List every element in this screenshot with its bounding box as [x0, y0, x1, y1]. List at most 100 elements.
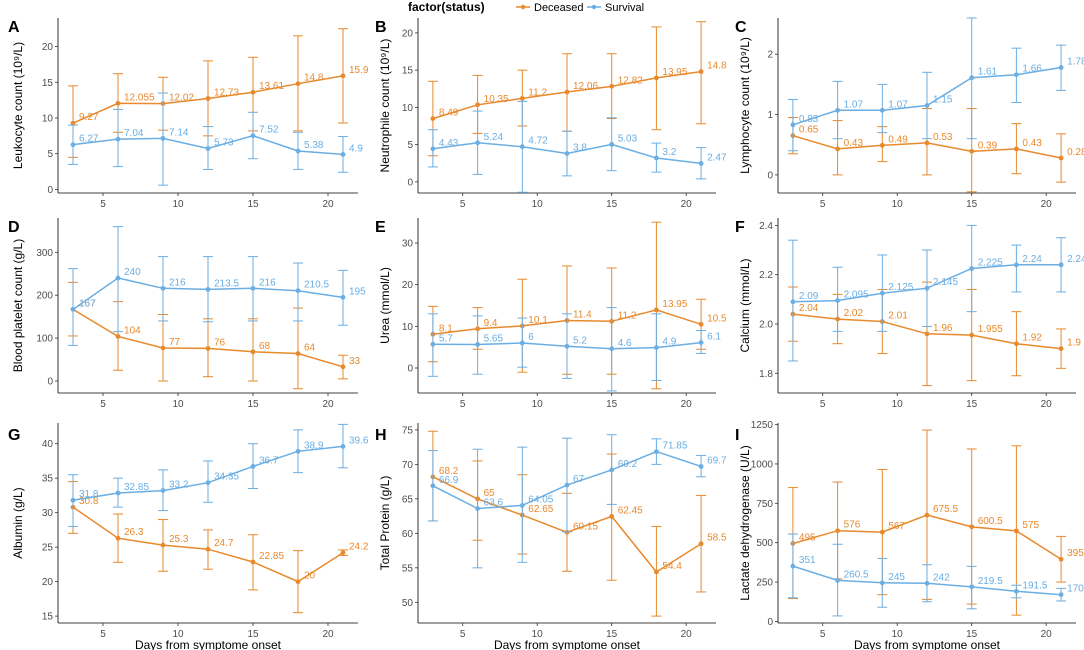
- data-label: 14.8: [707, 61, 727, 72]
- y-axis-label: Total Protein (g/L): [378, 476, 392, 571]
- data-point: [70, 306, 76, 312]
- series-survival: 2.09 2.095 2.125 2.145 2.225 2.24 2.24: [787, 224, 1084, 362]
- data-point: [475, 506, 480, 511]
- data-label: 0.43: [844, 138, 864, 149]
- data-label: 12.02: [169, 93, 194, 104]
- data-label: 69.7: [707, 455, 727, 466]
- data-point: [340, 364, 346, 370]
- series-deceased: 30.8 26.3 25.3 24.7 22.85 20 24.2: [68, 481, 369, 614]
- data-label: 2.02: [844, 308, 864, 319]
- data-point: [924, 331, 930, 337]
- data-label: 9.4: [484, 318, 498, 329]
- data-label: 1.955: [978, 324, 1003, 335]
- data-label: 33: [349, 356, 361, 367]
- x-tick-label: 5: [820, 199, 826, 210]
- x-tick-label: 15: [247, 629, 259, 640]
- data-point: [698, 321, 704, 327]
- data-point: [250, 285, 256, 291]
- data-label: 4.6: [618, 338, 632, 349]
- data-label: 4.9: [662, 337, 676, 348]
- y-axis-label: Urea (mmol/L): [378, 267, 392, 344]
- data-label: 242: [933, 572, 950, 583]
- x-tick-label: 10: [892, 399, 904, 410]
- y-tick-label: 2: [767, 50, 773, 61]
- data-point: [475, 342, 480, 347]
- y-tick-label: 35: [42, 474, 54, 485]
- data-label: 2.47: [707, 152, 727, 163]
- y-tick-label: 10: [402, 322, 414, 333]
- series-deceased: 9.27 12.055 12.02 12.73 13.61 14.8 15.9: [68, 28, 369, 158]
- panel-b: B 0 5 10 15 20 5 10 15 20 Neutrophile count (10⁹/L…: [375, 18, 727, 210]
- data-label: 219.5: [978, 576, 1003, 587]
- y-tick-label: 200: [36, 291, 53, 302]
- data-point: [519, 144, 525, 150]
- y-tick-label: 30: [402, 239, 414, 250]
- data-label: 0.39: [978, 140, 998, 151]
- legend-deceased-label: Deceased: [534, 2, 584, 14]
- data-label: 2.24: [1067, 254, 1084, 265]
- y-tick-label: 2.4: [759, 221, 773, 232]
- y-tick-label: 0: [767, 617, 773, 628]
- data-label: 5.38: [304, 140, 324, 151]
- data-point: [1014, 341, 1019, 347]
- y-tick-label: 5: [407, 140, 413, 151]
- data-label: 38.9: [304, 440, 324, 451]
- data-label: 191.5: [1022, 580, 1047, 591]
- y-tick-label: 0: [47, 185, 53, 196]
- data-point: [250, 349, 256, 355]
- x-axis-label: Days from symptome onset: [494, 638, 641, 650]
- data-point: [1014, 588, 1019, 594]
- y-tick-label: 10: [42, 114, 54, 125]
- data-point: [1014, 72, 1019, 78]
- data-label: 65: [484, 488, 496, 499]
- panel-g: G 15 20 25 30 35 40 5 10 15 20 Albumin (g/L) Days fr…: [8, 423, 369, 650]
- y-tick-label: 55: [402, 563, 414, 574]
- data-label: 213.5: [214, 278, 239, 289]
- legend-title: factor(status): [408, 0, 485, 14]
- data-point: [654, 307, 659, 313]
- data-point: [519, 96, 525, 101]
- data-label: 32.85: [124, 482, 149, 493]
- data-point: [160, 488, 166, 493]
- y-axis-label: Calcium (mmol/L): [738, 258, 752, 352]
- data-point: [340, 550, 346, 556]
- data-point: [205, 146, 211, 151]
- data-point: [835, 298, 840, 303]
- data-point: [969, 266, 975, 271]
- data-point: [160, 542, 166, 548]
- data-label: 20: [304, 571, 316, 582]
- data-label: 3.2: [662, 147, 676, 158]
- data-point: [835, 146, 840, 152]
- data-label: 0.53: [933, 132, 953, 143]
- y-axis-label: Blood platelet count (g/L): [11, 239, 25, 372]
- data-point: [835, 578, 840, 583]
- data-label: 62.45: [618, 505, 643, 516]
- data-point: [609, 141, 615, 147]
- panel-letter-h: H: [375, 427, 387, 444]
- x-tick-label: 20: [681, 199, 693, 210]
- x-tick-label: 10: [532, 399, 544, 410]
- data-label: 33.2: [169, 480, 189, 491]
- x-axis-label: Days from symptome onset: [854, 638, 1001, 650]
- y-axis-label: Lymphocyte count (10⁹/L): [738, 37, 752, 174]
- series-deceased: 68.2 65 62.65 60.15 62.45 54.4 58.5: [427, 430, 727, 617]
- data-point: [969, 332, 975, 338]
- data-point: [160, 136, 166, 141]
- data-point: [115, 100, 121, 106]
- series-deceased: 167 104 77 76 68 64 33: [68, 281, 361, 390]
- x-tick-label: 5: [820, 629, 826, 640]
- y-tick-label: 2.0: [759, 319, 773, 330]
- x-tick-label: 15: [247, 399, 259, 410]
- data-label: 58.5: [707, 533, 727, 544]
- data-label: 600.5: [978, 516, 1003, 527]
- y-tick-label: 30: [42, 508, 54, 519]
- data-label: 2.04: [799, 303, 819, 314]
- x-tick-label: 15: [966, 399, 978, 410]
- y-tick-label: 50: [402, 598, 414, 609]
- y-axis-label: Leukocyte count (10⁹/L): [11, 42, 25, 169]
- x-tick-label: 15: [966, 629, 978, 640]
- data-label: 2.01: [888, 311, 908, 322]
- data-label: 1.78: [1067, 56, 1084, 67]
- y-tick-label: 0: [47, 376, 53, 387]
